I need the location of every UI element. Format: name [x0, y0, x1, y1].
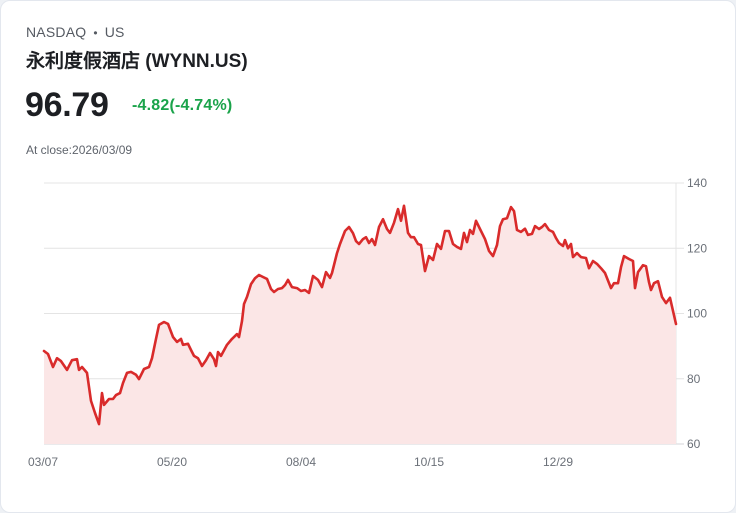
close-timestamp: At close:2026/03/09	[26, 143, 133, 157]
current-price: 96.79	[25, 86, 109, 124]
price-chart[interactable]: 140 120 100 80 60 03/07 05/20 08/04 10/15 12/29	[1, 171, 736, 471]
stock-title: 永利度假酒店 (WYNN.US)	[26, 51, 248, 72]
price-change: -4.82(-4.74%)	[132, 97, 233, 114]
x-tick-label: 12/29	[543, 455, 573, 469]
x-tick-label: 08/04	[286, 455, 316, 469]
price-area-fill	[44, 205, 676, 444]
price-line	[42, 204, 678, 426]
y-tick-label: 80	[687, 372, 701, 386]
x-tick-label: 05/20	[157, 455, 187, 469]
y-tick-label: 140	[687, 176, 707, 190]
y-tick-label: 100	[687, 307, 707, 321]
x-tick-label: 03/07	[28, 455, 58, 469]
exchange-line: NASDAQ • US	[26, 24, 125, 40]
x-tick-label: 10/15	[414, 455, 444, 469]
y-tick-label: 60	[687, 437, 701, 451]
x-axis-labels: 03/07 05/20 08/04 10/15 12/29	[28, 455, 573, 469]
region-label: US	[104, 24, 125, 40]
chart-canvas[interactable]: 140 120 100 80 60 03/07 05/20 08/04 10/15 12/29	[1, 171, 736, 471]
separator-dot: •	[93, 26, 98, 40]
exchange-name: NASDAQ	[26, 24, 87, 40]
y-tick-label: 120	[687, 241, 707, 255]
y-axis-labels: 140 120 100 80 60	[687, 176, 707, 451]
